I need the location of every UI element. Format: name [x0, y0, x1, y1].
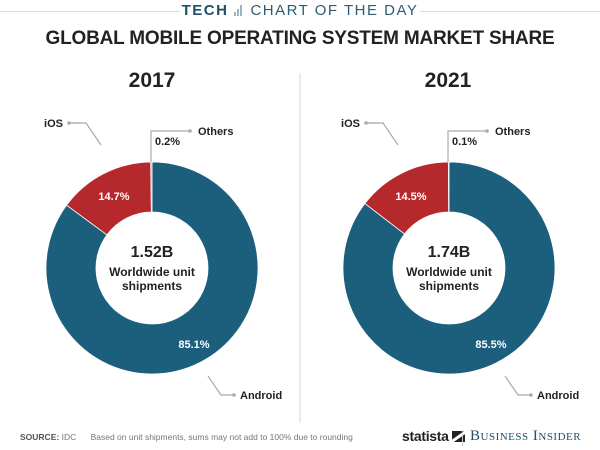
ios-value-label: 14.7% [98, 191, 129, 203]
chart-divider [299, 73, 301, 423]
footer-note: Based on unit shipments, sums may not ad… [90, 432, 353, 442]
slice-others [448, 161, 450, 213]
slice-android [342, 161, 556, 375]
series-name: CHART OF THE DAY [250, 2, 419, 19]
others-legend-label: Others [198, 126, 233, 138]
chart-year-2017: 2017 [128, 69, 176, 92]
slice-others [150, 161, 153, 213]
android-leader-dot [529, 393, 533, 397]
center-label-line1: Worldwide unit [109, 265, 195, 279]
android-leader-line [504, 375, 530, 396]
center-label-line2: shipments [122, 279, 182, 293]
brand-header: TECH CHART OF THE DAY [0, 1, 600, 21]
others-leader-line [447, 130, 486, 162]
statista-mark-icon [451, 431, 465, 442]
ios-leader-line [367, 122, 399, 146]
bar-chart-icon [234, 5, 244, 16]
others-value-label: 0.1% [452, 136, 477, 148]
others-leader-dot [188, 129, 192, 133]
android-leader-line [207, 375, 233, 396]
ios-value-label: 14.5% [395, 191, 426, 203]
ios-leader-dot [364, 121, 368, 125]
donut-2017: Android 85.1% iOS 14.7% Others 0.2% 1.52B World… [44, 118, 282, 402]
chart-title: GLOBAL MOBILE OPERATING SYSTEM MARKET SH… [45, 28, 555, 49]
business-insider-logo: Business Insider [470, 428, 582, 444]
ios-legend-label: iOS [44, 118, 63, 130]
center-total-value: 1.74B [428, 244, 471, 261]
android-legend-label: Android [240, 390, 282, 402]
ios-leader-dot [67, 121, 71, 125]
others-legend-label: Others [495, 126, 530, 138]
slice-android [45, 161, 259, 375]
center-label-line1: Worldwide unit [406, 265, 492, 279]
logo-separator [462, 430, 463, 446]
section-label: TECH [181, 2, 229, 19]
chart-year-2021: 2021 [424, 69, 472, 92]
header-rule-left [0, 11, 200, 12]
statista-logo: statista [402, 428, 465, 444]
statista-logo-text: statista [402, 428, 449, 444]
donut-2021: Android 85.5% iOS 14.5% Others 0.1% 1.74B World… [341, 118, 579, 402]
others-value-label: 0.2% [155, 136, 180, 148]
android-value-label: 85.5% [475, 339, 506, 351]
android-leader-dot [232, 393, 236, 397]
source-value: IDC [61, 432, 77, 442]
header-rule-right [400, 11, 600, 12]
source-label: SOURCE: [20, 432, 60, 442]
center-total-value: 1.52B [131, 244, 174, 261]
android-value-label: 85.1% [178, 339, 209, 351]
others-leader-line [150, 130, 189, 162]
ios-legend-label: iOS [341, 118, 360, 130]
android-legend-label: Android [537, 390, 579, 402]
center-label-line2: shipments [419, 279, 479, 293]
ios-leader-line [70, 122, 102, 146]
others-leader-dot [485, 129, 489, 133]
footer-source: SOURCE: IDC Based on unit shipments, sum… [20, 432, 353, 442]
